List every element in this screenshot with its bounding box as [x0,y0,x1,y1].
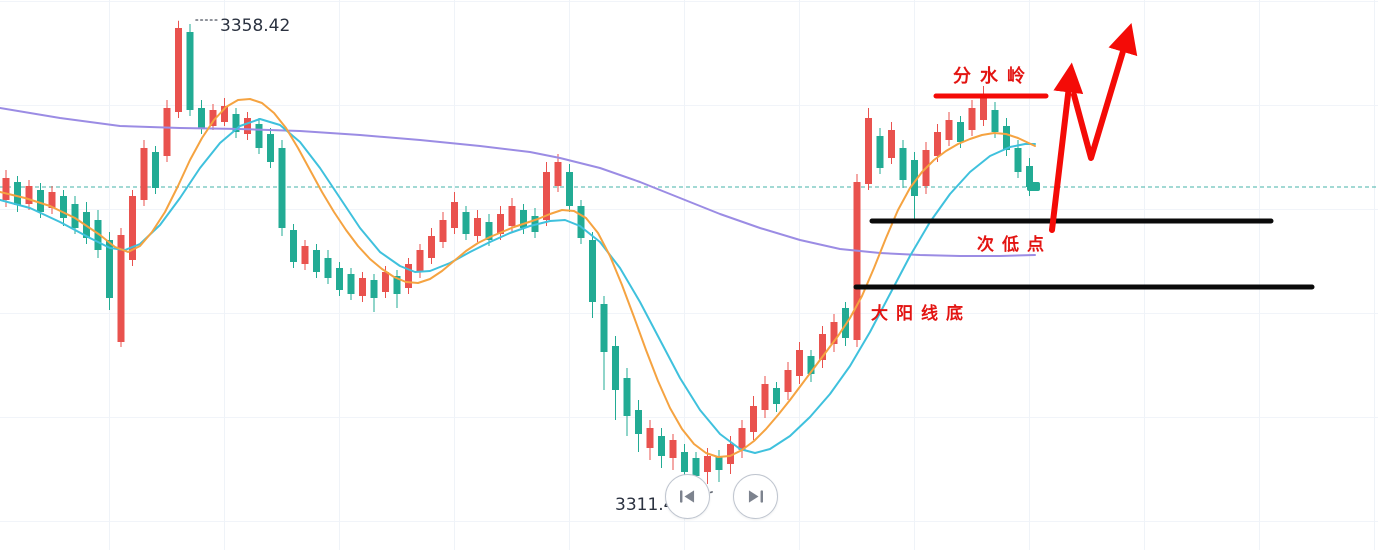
annotation-big-yang-bottom[interactable]: 大阳线底 [871,304,971,324]
replay-skip-forward-button[interactable] [733,474,778,519]
annotation-watershed[interactable]: 分水岭 [953,66,1034,87]
replay-skip-back-button[interactable] [665,474,710,519]
annotation-secondary-low[interactable]: 次低点 [977,235,1052,255]
skip-to-start-icon [680,490,695,503]
high-price-label: 3358.42 [220,16,291,36]
drawn-up-arrow[interactable] [1071,23,1138,161]
skip-to-end-icon [748,490,763,503]
ma-line-mid-cyan [0,118,1036,454]
drawn-up-arrow[interactable] [1049,62,1084,233]
last-price-marker [1027,182,1040,191]
ma-line-fast-orange [0,98,1036,458]
ma-line-slow-purple [0,107,1036,257]
